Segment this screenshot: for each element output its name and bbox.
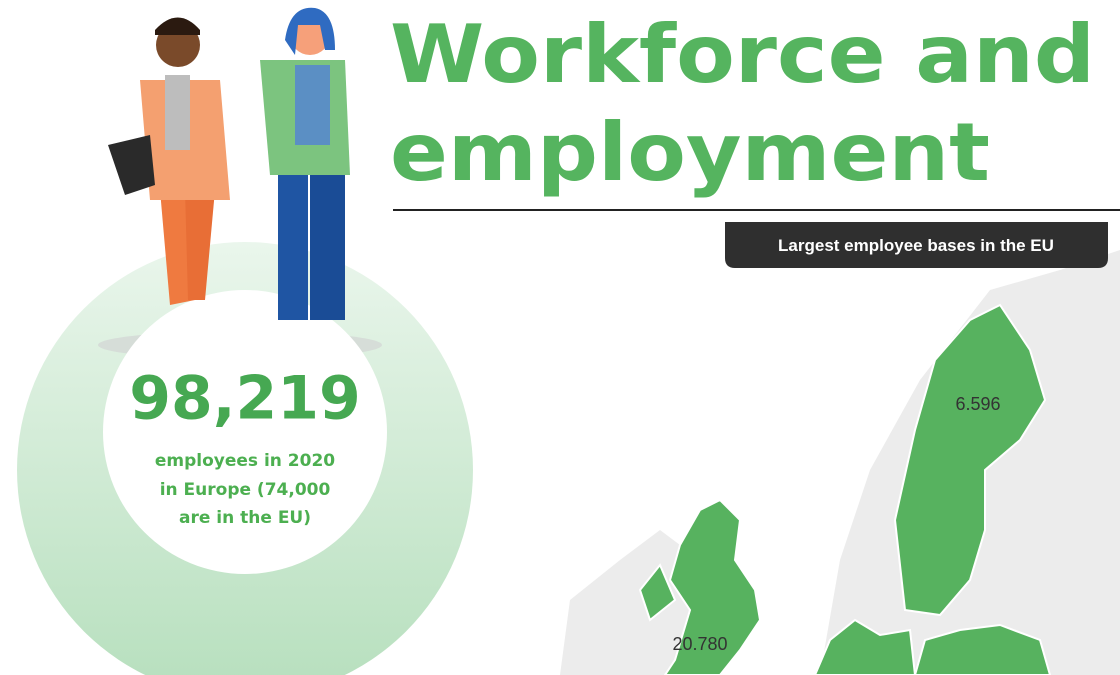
- stat-description: employees in 2020: [155, 451, 335, 471]
- man: [108, 17, 230, 305]
- title: employment: [390, 106, 990, 199]
- woman: [260, 7, 350, 320]
- stat-value: 98,219: [129, 364, 361, 434]
- inner-circle: [103, 290, 387, 574]
- title: Workforce and: [390, 8, 1095, 101]
- stat-description: are in the EU): [179, 508, 311, 528]
- map-title: Largest employee bases in the EU: [778, 236, 1054, 255]
- map-title-tab: [725, 222, 1108, 268]
- map-label: 6.596: [955, 394, 1000, 414]
- map-label: 20.780: [672, 634, 727, 654]
- stat-description: in Europe (74,000: [160, 480, 331, 500]
- map: 6.596 20.780: [560, 250, 1120, 675]
